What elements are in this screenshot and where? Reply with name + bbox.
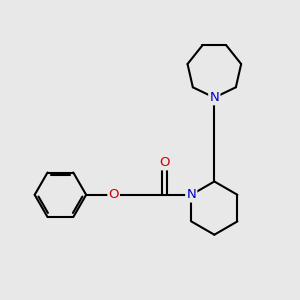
Text: O: O: [159, 156, 170, 169]
Text: N: N: [186, 188, 196, 201]
Text: N: N: [209, 91, 219, 104]
Text: N: N: [186, 188, 196, 201]
Text: N: N: [209, 91, 219, 104]
Text: O: O: [108, 188, 119, 201]
